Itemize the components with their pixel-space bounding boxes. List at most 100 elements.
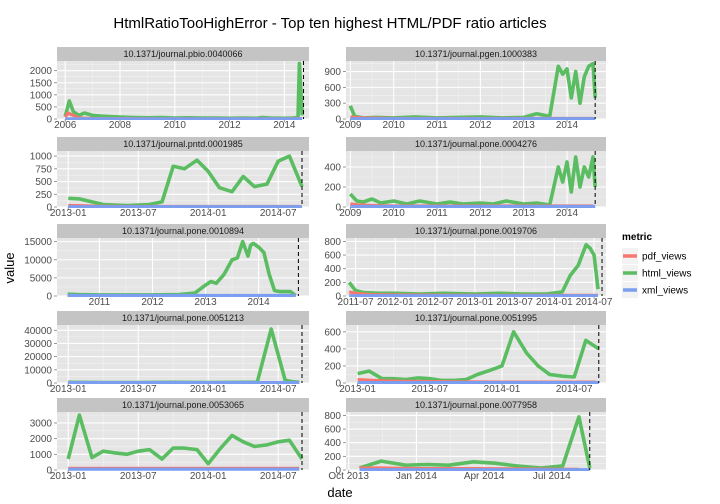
x-axis-label: date [327, 485, 352, 500]
y-axis-label: value [2, 252, 17, 283]
x-tick-label: 2013-01 [50, 471, 87, 482]
facet-strip [346, 398, 606, 412]
x-tick-label: 2012 [218, 120, 241, 131]
legend-item: xml_views [622, 282, 688, 298]
x-tick-label: Jan 2014 [396, 471, 438, 482]
facet-strip [57, 137, 309, 151]
panel-background [57, 61, 309, 119]
x-tick-label: 2013-07 [120, 208, 157, 219]
y-tick-label: 0 [46, 292, 52, 303]
series-line-html-views [357, 329, 600, 383]
y-tick-label: 1500 [30, 78, 53, 89]
y-tick-label: 400 [324, 344, 341, 355]
facet-panel: 10.1371/journal.pone.0010894 0 5000 10000 15… [24, 224, 309, 308]
y-tick-label: 0 [335, 466, 341, 477]
x-tick-label: 2012-01 [377, 297, 414, 308]
series-line-html-views [348, 155, 597, 207]
legend-label: pdf_views [642, 252, 686, 263]
legend-label: xml_views [642, 286, 688, 297]
x-tick-label: 2011 [426, 208, 448, 219]
x-tick-label: 2014-07 [260, 208, 297, 219]
legend-item: pdf_views [622, 248, 686, 264]
x-tick-label: 2010 [383, 208, 406, 219]
facet-strip-label: 10.1371/journal.pgen.1000383 [415, 49, 537, 59]
x-tick-label: Oct 2013 [328, 471, 369, 482]
legend-title: metric [622, 232, 652, 243]
facet-strip-label: 10.1371/journal.pone.0051213 [122, 313, 244, 323]
series-group [67, 239, 297, 297]
facet-strip-label: 10.1371/journal.pone.0010894 [122, 226, 244, 236]
x-tick-label: Jul 2014 [533, 471, 571, 482]
x-tick-label: 2008 [109, 120, 132, 131]
x-tick-label: 2012 [469, 208, 492, 219]
legend-item: html_views [622, 265, 691, 281]
series-group [63, 61, 304, 120]
y-tick-label: 3000 [30, 418, 53, 429]
y-tick-label: 500 [35, 177, 52, 188]
x-tick-label: 2014-07 [556, 384, 593, 395]
y-tick-label: 750 [35, 164, 52, 175]
facet-strip [57, 398, 309, 412]
x-tick-label: 2006 [54, 120, 77, 131]
x-tick-label: 2012 [469, 120, 492, 131]
x-tick-label: 2013-07 [120, 384, 157, 395]
y-tick-label: 800 [324, 411, 341, 422]
facet-panel: 10.1371/journal.pone.0019706 0 200 400 600 80… [324, 224, 613, 308]
facet-strip-label: 10.1371/journal.pone.0004276 [415, 139, 537, 149]
x-tick-label: 2014-01 [484, 384, 521, 395]
series-group [348, 61, 597, 120]
y-tick-label: 0 [46, 115, 52, 126]
series-group [358, 414, 592, 471]
x-tick-label: 2014 [556, 208, 579, 219]
y-tick-label: 10000 [24, 255, 52, 266]
x-tick-label: 2013-01 [339, 384, 376, 395]
x-tick-label: 2014-07 [260, 384, 297, 395]
y-tick-label: 300 [324, 99, 341, 110]
facet-strip [57, 47, 309, 61]
series-line-html-views [68, 154, 304, 208]
x-tick-label: 2009 [339, 208, 362, 219]
series-group [357, 329, 600, 384]
y-tick-label: 0 [335, 203, 341, 214]
x-tick-label: 2013-01 [50, 208, 87, 219]
panel-background [57, 151, 309, 207]
x-tick-label: 2010 [383, 120, 406, 131]
x-tick-label: Apr 2014 [464, 471, 505, 482]
series-group [348, 155, 597, 208]
x-tick-label: 2012 [141, 297, 164, 308]
x-tick-label: 2013-01 [456, 297, 493, 308]
x-tick-label: 2014-01 [536, 297, 573, 308]
y-tick-label: 400 [324, 163, 341, 174]
x-tick-label: 2013 [513, 120, 536, 131]
y-tick-label: 600 [324, 251, 341, 262]
panel-background [346, 238, 606, 296]
y-tick-label: 600 [324, 425, 341, 436]
x-tick-label: 2014-01 [190, 208, 227, 219]
x-tick-label: 2011 [426, 120, 448, 131]
series-group [68, 327, 300, 384]
x-tick-label: 2013-07 [411, 384, 448, 395]
y-tick-label: 30000 [24, 339, 52, 350]
y-tick-label: 0 [46, 203, 52, 214]
panel-background [57, 238, 309, 296]
x-tick-label: 2014-07 [260, 471, 297, 482]
y-tick-label: 5000 [30, 273, 53, 284]
x-tick-label: 2012-07 [417, 297, 454, 308]
y-tick-label: 250 [35, 190, 52, 201]
facet-strip-label: 10.1371/journal.pone.0053065 [122, 400, 244, 410]
x-tick-label: 2014-07 [576, 297, 613, 308]
facet-strip [57, 311, 309, 325]
y-tick-label: 1000 [30, 152, 53, 163]
y-tick-label: 200 [324, 452, 341, 463]
y-tick-label: 15000 [24, 237, 52, 248]
y-tick-label: 200 [324, 278, 341, 289]
series-group [68, 154, 304, 208]
facet-strip [346, 311, 606, 325]
x-tick-label: 2009 [339, 120, 362, 131]
y-tick-label: 0 [335, 379, 341, 390]
series-group [66, 413, 304, 471]
y-tick-label: 800 [324, 237, 341, 248]
facet-panel: 10.1371/journal.pone.0077958 0 200 400 600 80… [324, 398, 606, 482]
